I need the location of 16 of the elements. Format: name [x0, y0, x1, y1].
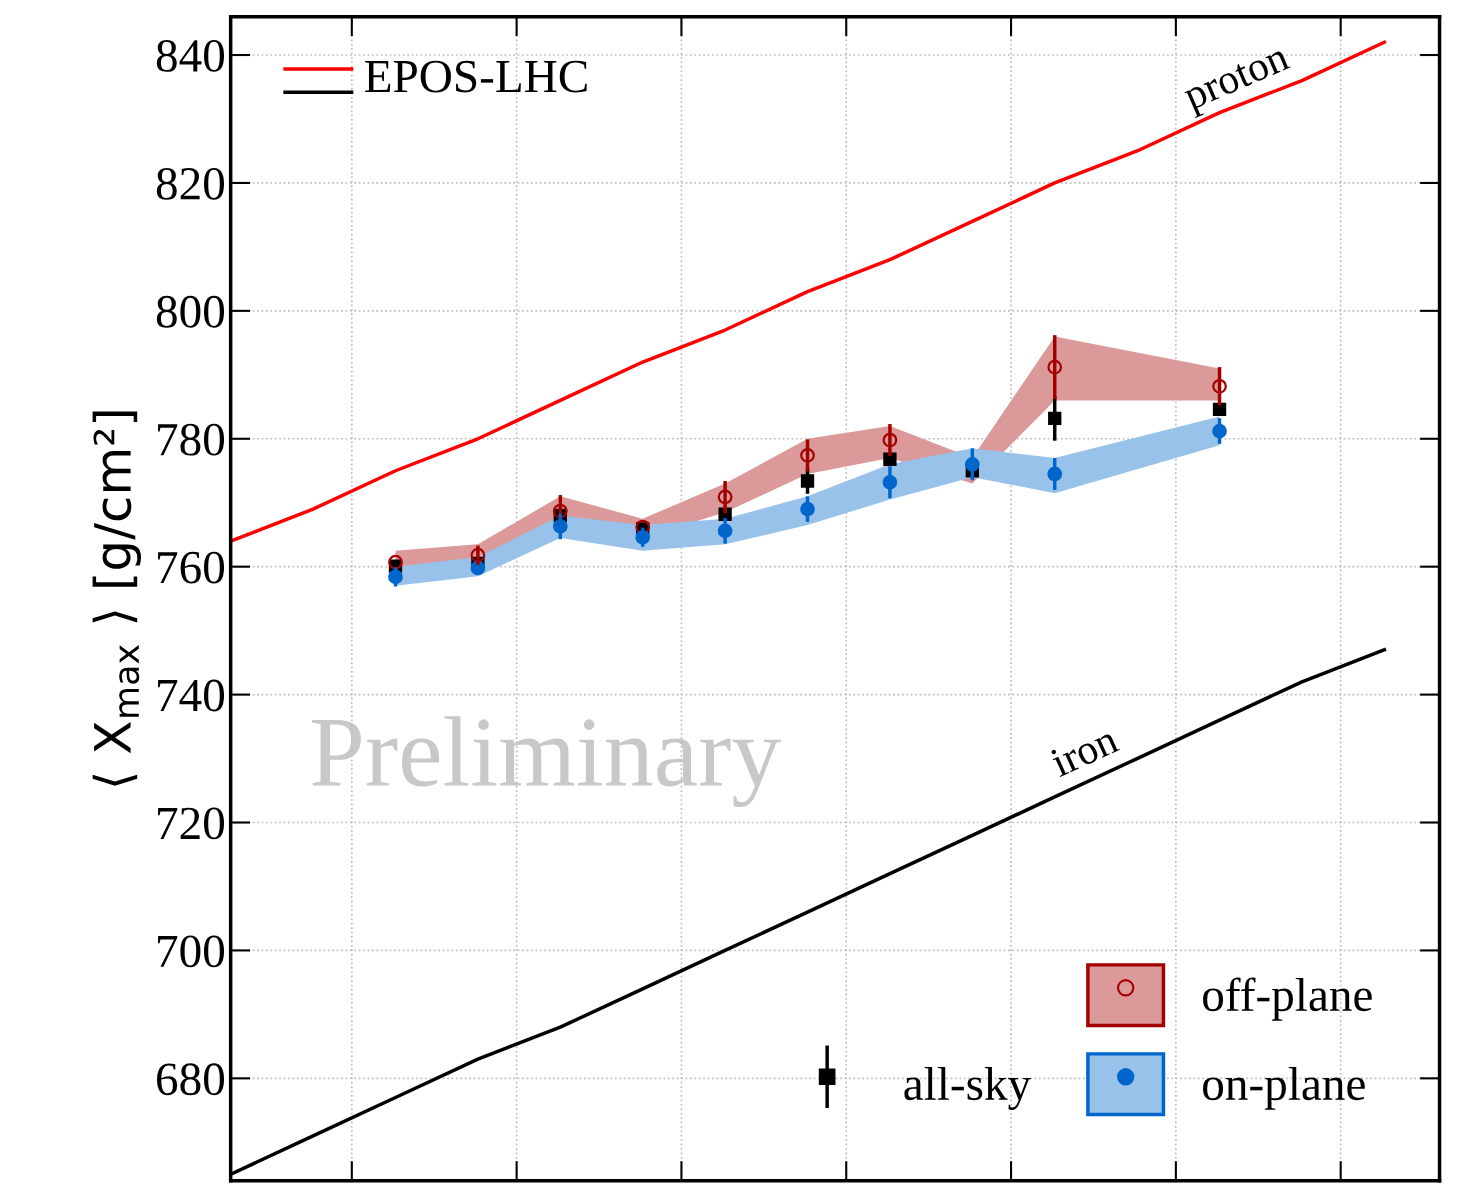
legend-label: on-plane: [1203, 1066, 1365, 1110]
y-tick-label: 720: [158, 807, 225, 840]
legend-label: off-plane: [1203, 977, 1372, 1021]
y-tick-label: 760: [158, 551, 225, 584]
y-axis-title: ⟨ X$_{max}$ ⟩ [g/cm²]: [92, 411, 141, 786]
y-tick-label: 840: [156, 40, 225, 72]
text: proton: [1182, 45, 1295, 119]
y-tick-label: 740: [158, 679, 225, 712]
y-tick-label: 700: [158, 935, 225, 968]
annotation: EPOS-LHC: [365, 60, 587, 93]
y-tick-label: 780: [158, 423, 225, 456]
legend-label: all-sky: [904, 1066, 1032, 1110]
text: iron: [1048, 724, 1120, 778]
y-tick-label: 820: [156, 167, 225, 200]
y-tick-label: 680: [157, 1063, 225, 1096]
y-tick-label: 800: [156, 295, 225, 328]
